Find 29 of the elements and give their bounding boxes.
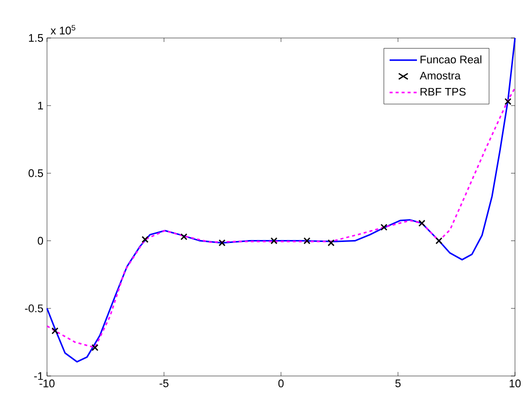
point [418,220,426,227]
point [51,327,58,334]
y-tick-label: 0.5 [28,169,43,178]
y-tick-label: -0.5 [25,304,43,312]
y-tick-label: 1.5 [29,34,43,42]
point [218,239,226,246]
point [270,237,278,244]
y-tick-label: 0 [38,236,44,245]
legend-label: RBF TPS [420,88,466,96]
legend-label: Amostra [420,72,461,80]
legend-label: Funcao Real [420,55,482,64]
point [504,98,512,106]
text: x 10$^{5}$ [50,25,76,34]
x-tick-label: -5 [160,380,168,388]
y-tick-label: 1 [38,102,43,110]
point [91,344,98,352]
line-series [46,37,516,363]
x-tick-label: 0 [278,380,284,388]
point [142,236,149,243]
line-series [46,87,516,348]
x-tick-label: 10 [510,380,521,388]
x-tick-label: -10 [40,380,55,388]
point [180,233,188,240]
point [328,239,335,246]
point [435,237,442,244]
y-tick-label: -1 [34,372,43,380]
x-tick-label: 5 [395,380,401,388]
point [303,237,310,244]
point [380,224,388,231]
